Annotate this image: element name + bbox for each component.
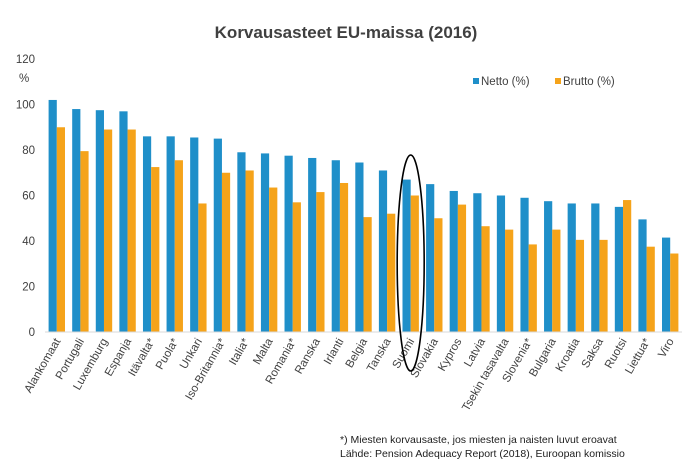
y-tick-label: 120 xyxy=(16,54,35,66)
bar-brutto xyxy=(80,151,89,332)
bar-netto xyxy=(355,162,364,332)
bar-brutto xyxy=(316,192,325,332)
x-category-label: Alankomaat xyxy=(23,336,64,395)
y-tick-label: 40 xyxy=(22,236,35,248)
x-category-label: Malta xyxy=(251,336,276,367)
bar-netto xyxy=(544,201,553,332)
x-category-label: Puola* xyxy=(154,336,182,372)
bar-brutto xyxy=(410,195,419,332)
y-tick-label: 20 xyxy=(22,282,35,294)
x-category-label: Kypros xyxy=(436,336,464,373)
x-category-label: Tanska xyxy=(365,336,394,374)
y-tick-label: 80 xyxy=(22,145,35,157)
bar-brutto xyxy=(528,244,537,332)
bar-brutto xyxy=(339,182,349,332)
bar-netto xyxy=(520,197,529,332)
bar-brutto xyxy=(481,226,490,332)
bar-netto xyxy=(260,153,270,332)
bar-brutto xyxy=(552,229,561,332)
bar-netto xyxy=(473,193,482,332)
footnote-source: Lähde: Pension Adequacy Report (2018), E… xyxy=(340,448,625,460)
bar-netto xyxy=(496,195,506,332)
bar-brutto xyxy=(457,204,467,332)
y-axis-unit-label: % xyxy=(19,73,29,85)
bar-netto xyxy=(567,203,576,332)
bar-netto xyxy=(426,184,435,332)
chart-title: Korvausasteet EU-maissa (2016) xyxy=(215,23,478,42)
bar-brutto xyxy=(198,203,207,332)
bar-brutto xyxy=(221,172,231,332)
bar-brutto xyxy=(670,253,679,332)
bar-brutto xyxy=(623,200,632,332)
x-category-label: Irlanti xyxy=(322,337,346,367)
bar-netto xyxy=(402,179,411,332)
bar-netto xyxy=(284,155,293,332)
legend-swatch xyxy=(555,78,561,84)
bar-netto xyxy=(48,99,57,332)
bar-netto xyxy=(449,190,458,332)
y-axis-ticks: 0 20 40 60 80 100 120 xyxy=(16,54,35,339)
y-tick-label: 0 xyxy=(29,327,35,339)
highlight-ellipse xyxy=(396,154,425,372)
legend: Netto (%) Brutto (%) xyxy=(473,76,615,88)
bar-brutto xyxy=(599,239,608,332)
bars xyxy=(48,99,679,332)
x-category-label: Kroatia xyxy=(554,336,583,374)
x-category-label: Italia* xyxy=(227,336,252,367)
bar-netto xyxy=(190,137,199,332)
x-category-label: Viro xyxy=(656,337,677,361)
bar-netto xyxy=(308,157,317,332)
bar-brutto xyxy=(646,246,655,332)
bar-brutto xyxy=(151,167,160,332)
bar-netto xyxy=(638,219,647,332)
legend-label: Netto (%) xyxy=(481,76,530,88)
legend-swatch xyxy=(473,78,479,84)
bar-netto xyxy=(95,110,104,332)
bar-netto xyxy=(591,203,600,332)
bar-netto xyxy=(331,160,340,332)
bar-brutto xyxy=(245,170,254,332)
bar-netto xyxy=(119,111,128,332)
bar-netto xyxy=(662,237,671,332)
bar-brutto xyxy=(174,160,183,332)
bar-netto xyxy=(378,170,388,332)
bar-netto xyxy=(142,136,152,332)
bar-brutto xyxy=(127,129,136,332)
bar-brutto xyxy=(269,187,278,332)
bar-brutto xyxy=(434,218,443,332)
bar-brutto xyxy=(292,202,301,332)
y-tick-label: 60 xyxy=(22,191,35,203)
y-tick-label: 100 xyxy=(16,100,35,112)
legend-label: Brutto (%) xyxy=(563,76,615,88)
bar-netto xyxy=(72,109,81,332)
bar-brutto xyxy=(575,239,585,332)
bar-brutto xyxy=(56,127,65,332)
category-labels: AlankomaatPortugaliLuxemburgEspanjaItäva… xyxy=(23,336,677,414)
bar-brutto xyxy=(363,217,372,332)
bar-netto xyxy=(166,136,175,332)
bar-brutto xyxy=(103,129,113,332)
bar-netto xyxy=(614,206,624,332)
bar-netto xyxy=(213,138,222,332)
bar-brutto xyxy=(387,213,396,332)
footnote-note: *) Miesten korvausaste, jos miesten ja n… xyxy=(340,434,617,446)
bar-brutto xyxy=(505,229,514,332)
bar-netto xyxy=(237,152,246,332)
